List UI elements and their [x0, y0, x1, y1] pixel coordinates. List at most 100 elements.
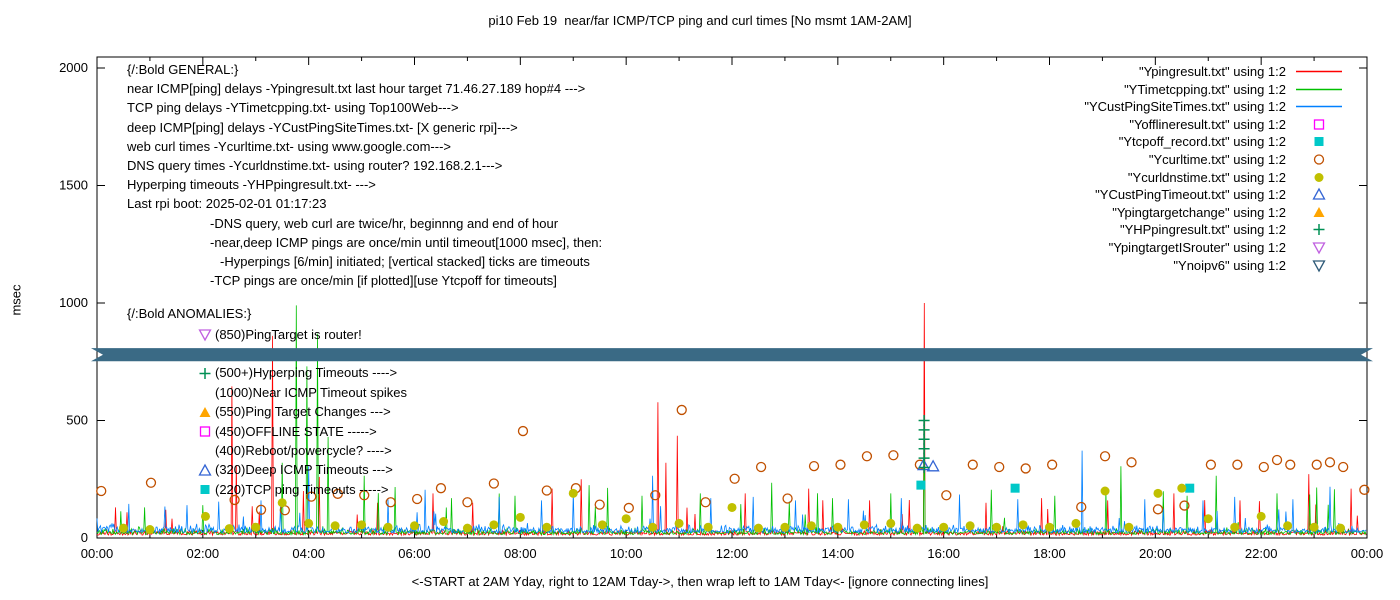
legend-label: "YCustPingSiteTimes.txt" using 1:2	[1084, 99, 1286, 115]
anomaly-label: (850)PingTarget is router!	[215, 326, 362, 342]
general-line-5: DNS query times -Ycurldnstime.txt- using…	[127, 158, 503, 173]
legend-item-Ypingresult: "Ypingresult.txt" using 1:2	[1139, 64, 1345, 79]
legend-item-Ytcpoff_record: "Ytcpoff_record.txt" using 1:2	[1119, 134, 1345, 149]
plus-icon	[199, 367, 211, 379]
legend-label: "Ycurltime.txt" using 1:2	[1148, 152, 1286, 167]
general-line-10: -Hyperpings [6/min] initiated; [vertical…	[220, 254, 590, 269]
general-line-4: web curl times -Ycurltime.txt- using www…	[127, 138, 452, 154]
anomaly-label: (400)Reboot/powercycle? ---->	[215, 442, 392, 458]
legend-label: "Ycurldnstime.txt" using 1:2	[1127, 169, 1286, 185]
anomaly-row-5: (450)OFFLINE STATE ----->	[197, 423, 377, 439]
legend-triangle-down-open-icon	[1312, 259, 1326, 272]
series-points-YCustPingTimeout	[916, 458, 940, 472]
series-line-YCustPingSiteTimes	[96, 450, 1367, 535]
legend-label: "Ytcpoff_record.txt" using 1:2	[1118, 134, 1286, 150]
legend-label: "YTimetcpping.txt" using 1:2	[1124, 81, 1286, 97]
x-tick-label: 02:00	[187, 546, 220, 561]
y-axis-label: msec	[8, 284, 24, 316]
legend-item-Ynoipv6: "Ynoipv6" using 1:2	[1173, 258, 1345, 273]
anomaly-row-8: (220)TCP ping Timeouts ----->	[197, 481, 389, 497]
x-tick-label: 12:00	[716, 546, 749, 561]
triangle-open-icon	[198, 463, 212, 476]
y-tick-label: 0	[81, 530, 88, 545]
legend-label: "Yofflineresult.txt" using 1:2	[1129, 116, 1286, 132]
x-tick-label: 00:00	[1351, 546, 1384, 561]
square-open-icon	[199, 426, 211, 437]
legend-item-Ypingtargetchange: "Ypingtargetchange" using 1:2	[1112, 205, 1345, 220]
general-line-9: -near,deep ICMP pings are once/min until…	[210, 234, 603, 250]
y-tick-label: 1500	[59, 178, 88, 193]
series-points-Ycurldnstime	[118, 483, 1346, 535]
general-line-1: near ICMP[ping] delays -Ypingresult.txt …	[127, 81, 586, 97]
legend-triangle-down-open-icon	[1312, 242, 1326, 255]
anomaly-label: (220)TCP ping Timeouts ----->	[215, 481, 389, 497]
series-points-YHPpingresult	[918, 415, 930, 473]
legend-triangle-open-icon	[1312, 187, 1326, 200]
anomaly-marker-spacer	[197, 442, 213, 458]
anomaly-row-3: (1000)Near ICMP Timeout spikes	[197, 384, 407, 400]
legend-square-open-icon	[1313, 119, 1325, 130]
general-line-6: Hyperping timeouts -YHPpingresult.txt- -…	[127, 177, 376, 193]
anomalies-header: {/:Bold ANOMALIES:}	[127, 306, 252, 321]
anomaly-row-1	[197, 345, 215, 361]
y-tick-label: 500	[66, 413, 88, 428]
legend-item-YHPpingresult: "YHPpingresult.txt" using 1:2	[1120, 222, 1345, 237]
band-marker	[91, 348, 1373, 362]
x-tick-label: 14:00	[822, 546, 855, 561]
anomaly-label: (500+)Hyperping Timeouts ---->	[215, 365, 398, 381]
legend-circle-filled-icon	[1314, 172, 1324, 182]
x-tick-label: 08:00	[504, 546, 537, 561]
general-line-2: TCP ping delays -YTimetcpping.txt- using…	[127, 100, 459, 116]
anomaly-row-2: (500+)Hyperping Timeouts ---->	[197, 365, 397, 381]
anomaly-row-4: (550)Ping Target Changes --->	[197, 404, 391, 420]
anomaly-label: (1000)Near ICMP Timeout spikes	[215, 384, 407, 400]
anomaly-label: (450)OFFLINE STATE ----->	[215, 423, 377, 439]
series-points-Ycurltime	[96, 404, 1370, 516]
legend-item-Ycurltime: "Ycurltime.txt" using 1:2	[1149, 152, 1345, 167]
x-tick-label: 10:00	[610, 546, 643, 561]
legend-item-YTimetcpping: "YTimetcpping.txt" using 1:2	[1124, 82, 1345, 97]
x-tick-label: 16:00	[927, 546, 960, 561]
legend-label: "Ypingresult.txt" using 1:2	[1138, 64, 1286, 79]
legend-label: "Ypingtargetchange" using 1:2	[1112, 204, 1286, 220]
x-tick-label: 18:00	[1033, 546, 1066, 561]
x-axis-label: <-START at 2AM Yday, right to 12AM Tday-…	[411, 574, 989, 589]
square-filled-icon	[200, 485, 210, 495]
legend-item-YCustPingSiteTimes: "YCustPingSiteTimes.txt" using 1:2	[1084, 99, 1345, 114]
general-line-3: deep ICMP[ping] delays -YCustPingSiteTim…	[127, 119, 518, 135]
x-tick-label: 22:00	[1245, 546, 1278, 561]
general-line-11: -TCP pings are once/min [if plotted][use…	[210, 273, 557, 289]
anomaly-marker-spacer	[197, 345, 213, 361]
tick-marks	[96, 57, 1368, 539]
legend-square-filled-icon	[1314, 137, 1324, 147]
chart-title: pi10 Feb 19 near/far ICMP/TCP ping and c…	[488, 13, 912, 28]
anomaly-row-7: (320)Deep ICMP Timeouts --->	[197, 462, 393, 478]
x-tick-label: 06:00	[398, 546, 431, 561]
legend-item-YCustPingTimeout: "YCustPingTimeout.txt" using 1:2	[1095, 187, 1345, 202]
triangle-filled-icon	[199, 406, 211, 417]
legend-line-sample	[1296, 88, 1342, 90]
y-tick-label: 2000	[59, 60, 88, 75]
anomaly-label: (550)Ping Target Changes --->	[215, 404, 391, 420]
legend-line-sample	[1296, 105, 1342, 108]
anomaly-row-6: (400)Reboot/powercycle? ---->	[197, 442, 392, 458]
general-line-7: Last rpi boot: 2025-02-01 01:17:23	[127, 196, 327, 212]
legend-label: "YHPpingresult.txt" using 1:2	[1119, 222, 1286, 238]
general-line-0: {/:Bold GENERAL:}	[127, 62, 239, 77]
anomaly-marker-spacer	[197, 384, 213, 400]
legend-circle-open-icon	[1313, 154, 1325, 165]
anomaly-label: (320)Deep ICMP Timeouts --->	[215, 462, 393, 478]
general-line-8: -DNS query, web curl are twice/hr, begin…	[210, 215, 559, 231]
legend-item-Ycurldnstime: "Ycurldnstime.txt" using 1:2	[1128, 170, 1345, 185]
legend-triangle-filled-icon	[1313, 206, 1325, 217]
x-tick-label: 00:00	[81, 546, 114, 561]
legend-item-Yofflineresult: "Yofflineresult.txt" using 1:2	[1129, 117, 1345, 132]
legend-label: "YpingtargetISrouter" using 1:2	[1108, 240, 1286, 255]
legend-plus-icon	[1313, 224, 1325, 236]
legend-line-sample	[1296, 70, 1342, 73]
x-tick-label: 04:00	[292, 546, 325, 561]
series-points-Ytcpoff_record	[916, 480, 1195, 493]
x-tick-label: 20:00	[1139, 546, 1172, 561]
